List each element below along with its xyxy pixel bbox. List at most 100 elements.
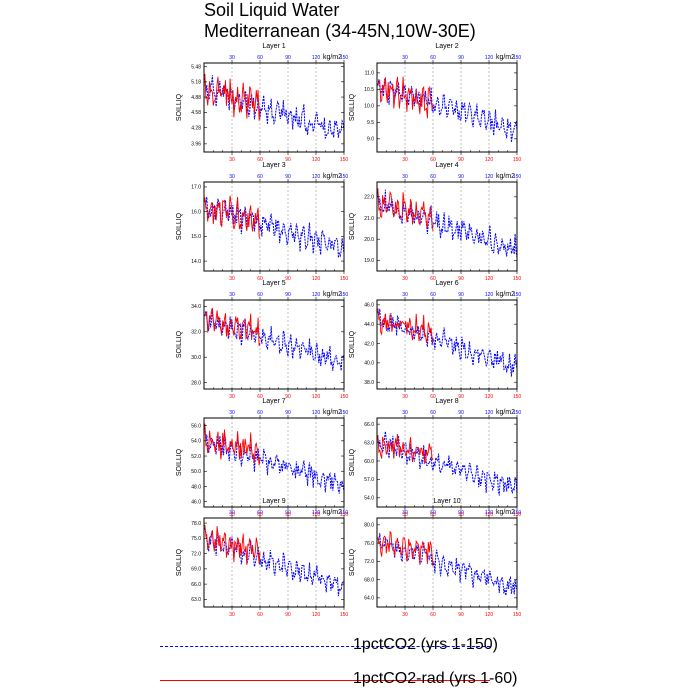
legend-item-1pctco2-rad: 1pctCO2-rad (yrs 1-60) xyxy=(150,668,670,694)
x-tick-label-bottom: 120 xyxy=(312,157,321,163)
series-line-1pctco2 xyxy=(204,528,345,597)
y-tick-label: 46.0 xyxy=(191,499,201,505)
y-tick-label: 42.0 xyxy=(364,341,374,347)
y-tick-label: 68.0 xyxy=(364,577,374,583)
x-tick-label-top: 90 xyxy=(285,510,291,516)
x-tick-label-bottom: 60 xyxy=(257,612,263,618)
plot-frame xyxy=(376,517,518,608)
units-label: kg/m2 xyxy=(496,409,515,416)
y-tick-label: 63.0 xyxy=(364,440,374,446)
series-line-1pctco2-rad xyxy=(204,195,261,239)
y-tick-label: 10.5 xyxy=(364,87,374,93)
series-line-1pctco2-rad xyxy=(204,423,261,466)
plot-frame xyxy=(203,62,345,153)
y-tick-label: 66.0 xyxy=(191,582,201,588)
series-line-1pctco2-rad xyxy=(204,73,261,121)
x-tick-label-top: 30 xyxy=(402,410,408,416)
legend-swatch-dashed xyxy=(160,646,490,647)
y-tick-label: 54.0 xyxy=(364,496,374,502)
x-tick-label-top: 30 xyxy=(229,510,235,516)
x-tick-label-top: 120 xyxy=(485,174,494,180)
x-tick-label-bottom: 90 xyxy=(285,394,291,400)
y-tick-label: 34.0 xyxy=(191,304,201,310)
x-tick-label-bottom: 150 xyxy=(513,157,522,163)
x-tick-label-bottom: 60 xyxy=(257,157,263,163)
y-tick-label: 5.18 xyxy=(191,80,201,86)
y-tick-label: 46.0 xyxy=(364,303,374,309)
x-tick-label-top: 60 xyxy=(257,510,263,516)
units-label: kg/m2 xyxy=(496,509,515,516)
legend-swatch-solid xyxy=(160,680,490,681)
plot-frame xyxy=(376,417,518,508)
x-tick-label-bottom: 90 xyxy=(458,394,464,400)
x-tick-label-bottom: 150 xyxy=(340,157,349,163)
y-tick-label: 14.0 xyxy=(191,259,201,265)
y-tick-label: 72.0 xyxy=(364,559,374,565)
x-tick-label-top: 90 xyxy=(458,55,464,61)
y-tick-label: 40.0 xyxy=(364,361,374,367)
units-label: kg/m2 xyxy=(323,54,342,61)
panel-1: Layer 1 kg/m2 SOILLIQ 30 60 90 120 150 30 60 90 120… xyxy=(176,43,348,163)
x-tick-label-bottom: 120 xyxy=(485,612,494,618)
x-tick-label-top: 90 xyxy=(458,174,464,180)
x-tick-label-top: 30 xyxy=(402,510,408,516)
y-tick-label: 64.0 xyxy=(364,596,374,602)
x-tick-label-top: 120 xyxy=(485,410,494,416)
x-tick-label-top: 150 xyxy=(513,292,522,298)
x-tick-label-top: 30 xyxy=(402,174,408,180)
x-tick-label-top: 30 xyxy=(229,174,235,180)
y-tick-label: 32.0 xyxy=(191,330,201,336)
x-tick-label-top: 60 xyxy=(257,410,263,416)
legend-label-1pctco2-rad: 1pctCO2-rad (yrs 1-60) xyxy=(353,670,518,687)
y-axis-label: SOILLIQ xyxy=(349,212,356,240)
x-tick-label-top: 60 xyxy=(430,174,436,180)
y-tick-label: 30.0 xyxy=(191,355,201,361)
panel-title: Layer 9 xyxy=(262,498,285,505)
x-tick-label-bottom: 90 xyxy=(458,276,464,282)
panel-10: Layer 10 kg/m2 SOILLIQ 30 60 90 120 150 30 60 90 12… xyxy=(349,498,521,618)
y-tick-label: 16.0 xyxy=(191,209,201,215)
y-axis-label: SOILLIQ xyxy=(176,212,183,240)
x-tick-label-bottom: 120 xyxy=(312,394,321,400)
x-tick-label-bottom: 30 xyxy=(402,276,408,282)
x-tick-label-top: 90 xyxy=(285,174,291,180)
x-tick-label-top: 90 xyxy=(285,55,291,61)
x-tick-label-top: 120 xyxy=(312,410,321,416)
panel-title: Layer 10 xyxy=(433,498,460,505)
x-tick-label-top: 30 xyxy=(402,55,408,61)
series-line-1pctco2 xyxy=(377,431,518,496)
legend: 1pctCO2 (yrs 1-150) 1pctCO2-rad (yrs 1-6… xyxy=(150,634,670,694)
x-tick-label-bottom: 150 xyxy=(513,612,522,618)
y-tick-label: 22.0 xyxy=(364,195,374,201)
y-axis-label: SOILLIQ xyxy=(349,330,356,358)
x-tick-label-bottom: 60 xyxy=(257,394,263,400)
x-tick-label-top: 120 xyxy=(485,292,494,298)
y-tick-label: 17.0 xyxy=(191,185,201,191)
y-axis-label: SOILLIQ xyxy=(349,548,356,576)
y-tick-label: 66.0 xyxy=(364,422,374,428)
y-tick-label: 72.0 xyxy=(191,551,201,557)
series-line-1pctco2 xyxy=(377,308,518,377)
x-tick-label-bottom: 30 xyxy=(402,157,408,163)
x-tick-label-bottom: 60 xyxy=(430,394,436,400)
y-tick-label: 52.0 xyxy=(191,454,201,460)
x-tick-label-top: 60 xyxy=(430,55,436,61)
x-tick-label-bottom: 150 xyxy=(513,276,522,282)
y-tick-label: 60.0 xyxy=(364,459,374,465)
series-line-1pctco2-rad xyxy=(204,307,261,346)
x-tick-label-top: 90 xyxy=(285,292,291,298)
series-line-1pctco2-rad xyxy=(377,308,434,343)
panel-title: Layer 5 xyxy=(262,280,285,287)
x-tick-label-bottom: 120 xyxy=(485,394,494,400)
panel-2: Layer 2 kg/m2 SOILLIQ 30 60 90 120 150 30 60 90 120… xyxy=(349,43,521,163)
y-tick-label: 63.0 xyxy=(191,597,201,603)
figure-title-line1: Soil Liquid Water xyxy=(204,0,340,20)
x-tick-label-top: 60 xyxy=(430,410,436,416)
units-label: kg/m2 xyxy=(496,173,515,180)
panel-5: Layer 5 kg/m2 SOILLIQ 30 60 90 120 150 30 60 90 120… xyxy=(176,280,348,400)
x-tick-label-bottom: 60 xyxy=(430,276,436,282)
x-tick-label-top: 60 xyxy=(430,292,436,298)
y-tick-label: 44.0 xyxy=(364,322,374,328)
x-tick-label-bottom: 30 xyxy=(229,394,235,400)
x-tick-label-top: 90 xyxy=(458,510,464,516)
